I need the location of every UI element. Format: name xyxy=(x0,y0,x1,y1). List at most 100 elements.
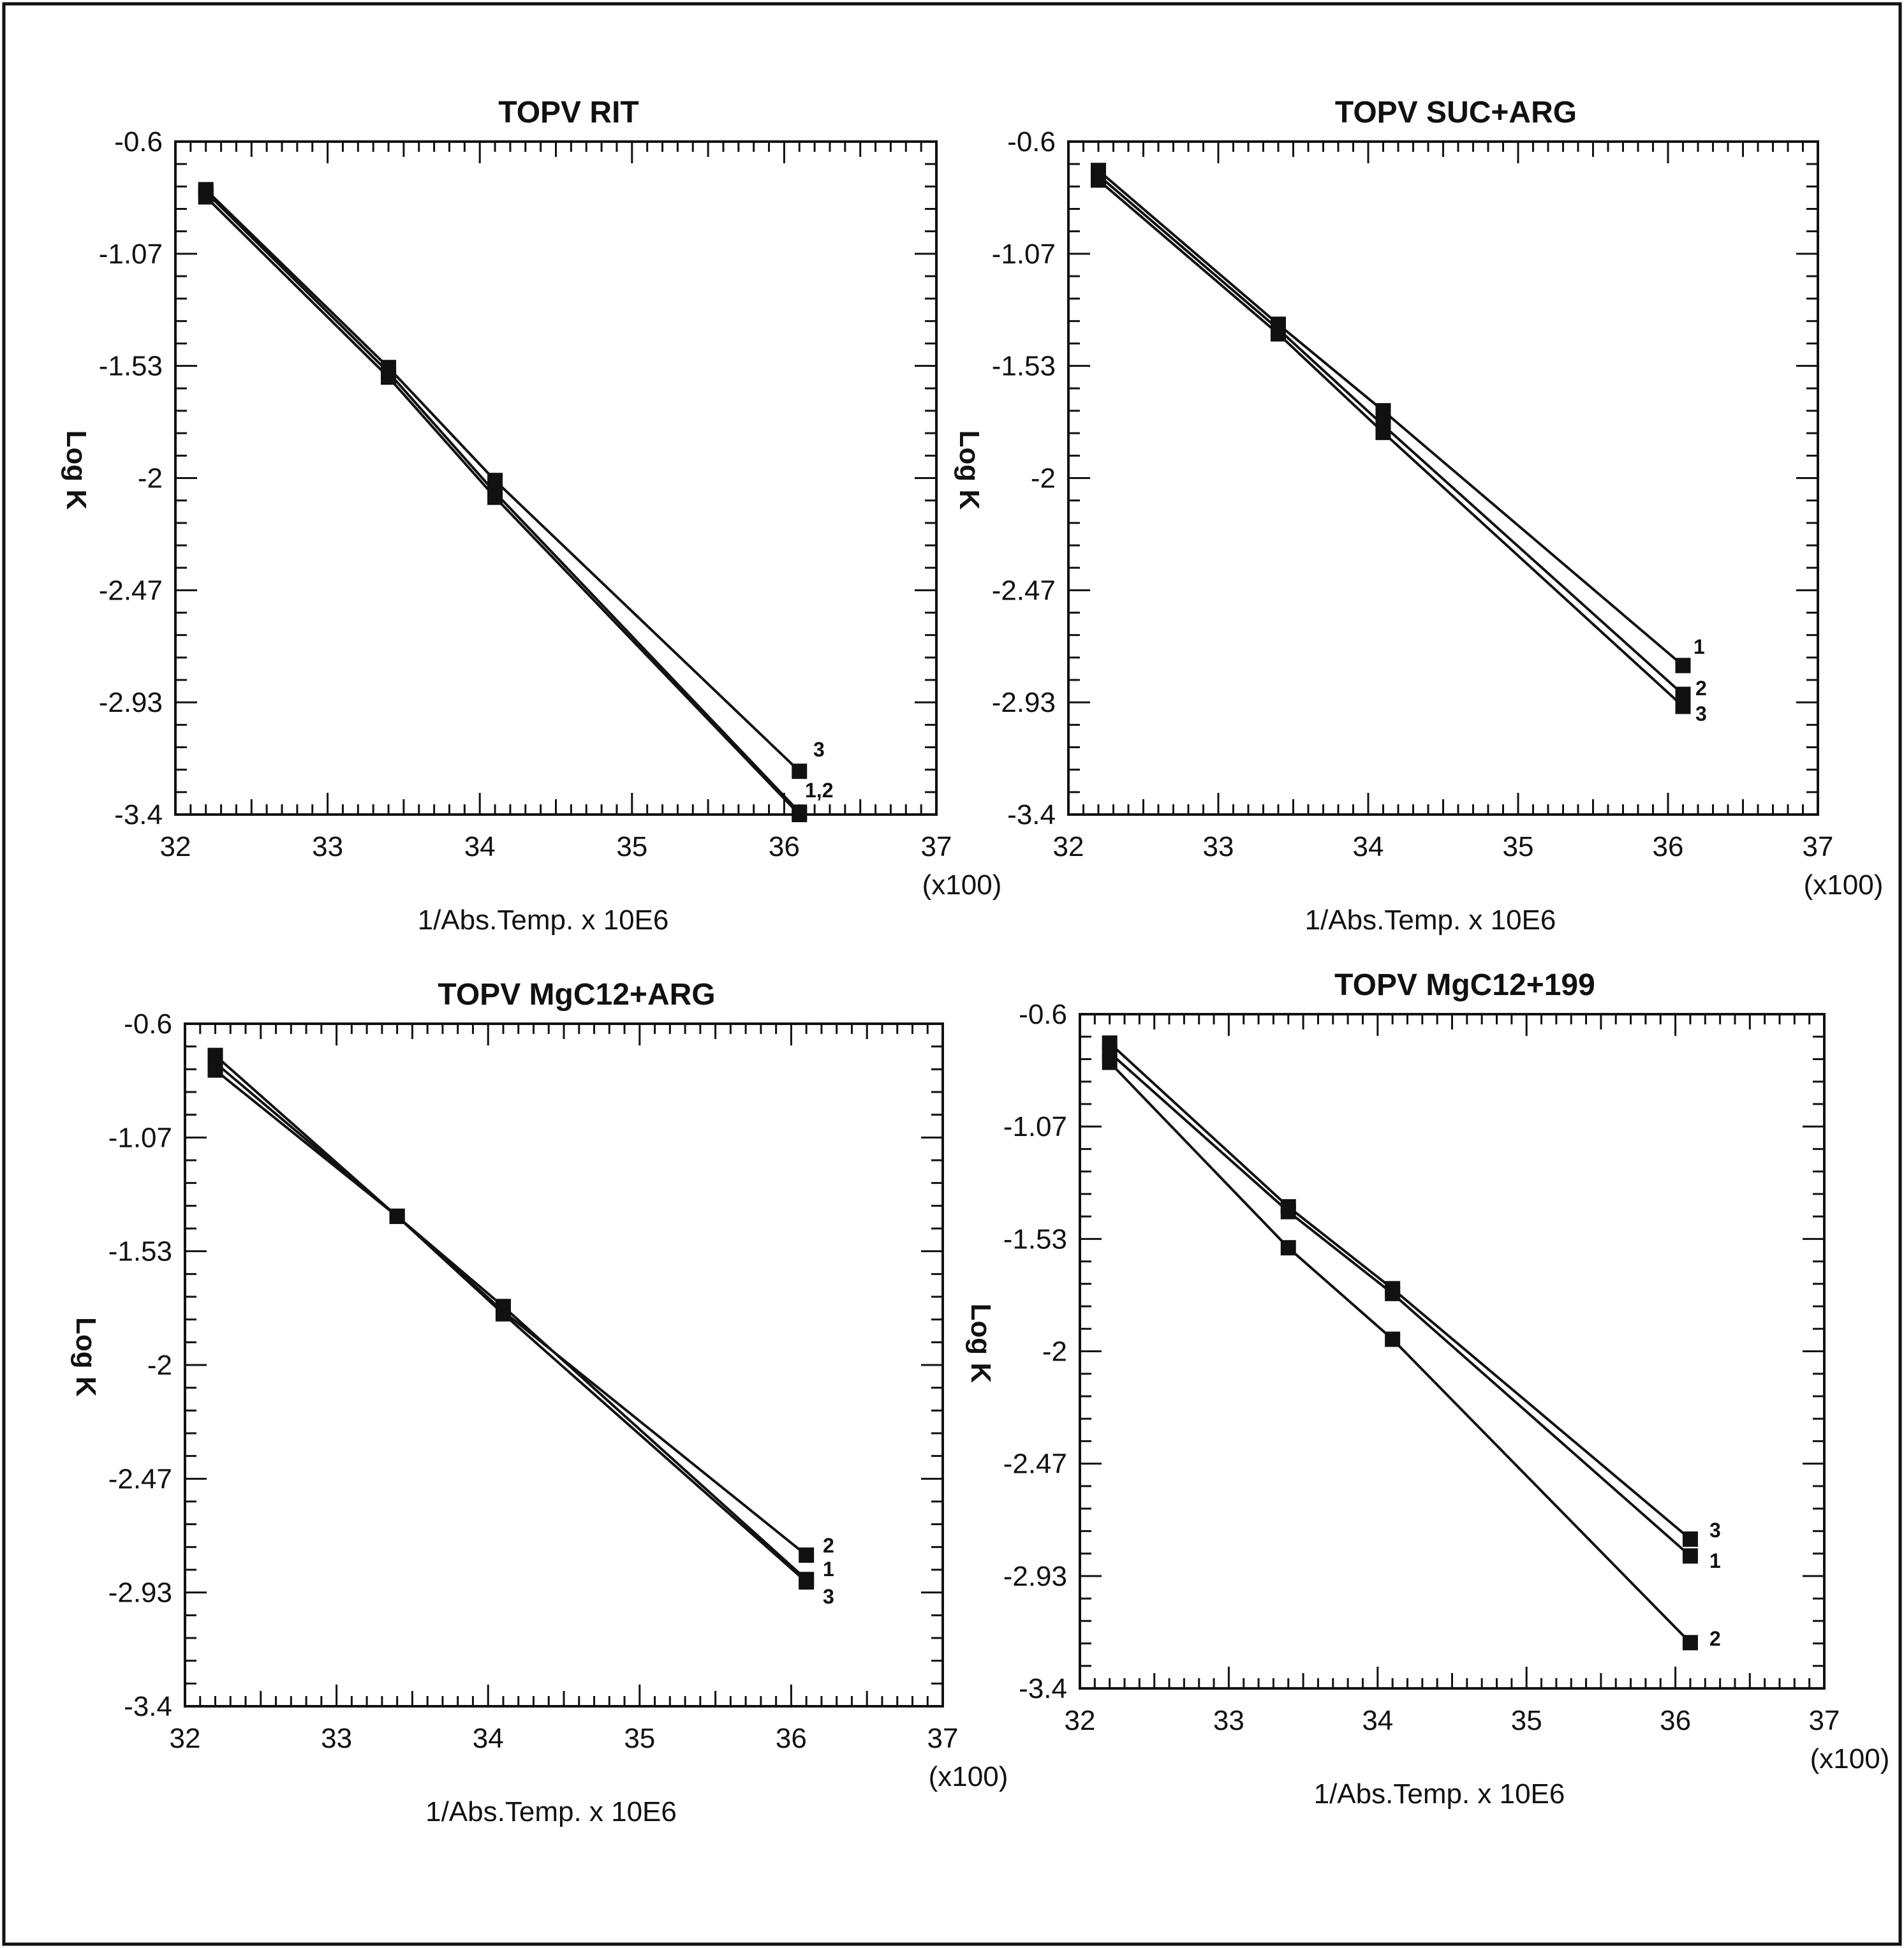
series-line-1 xyxy=(205,196,801,816)
data-point-series-3 xyxy=(198,182,214,198)
y-tick-label: -0.6 xyxy=(1007,126,1056,158)
plot-frame xyxy=(1079,1013,1826,1690)
data-point-series-3 xyxy=(1375,424,1391,440)
y-tick-label: -1.07 xyxy=(1003,1111,1067,1142)
x-tick-label: 35 xyxy=(1511,1705,1542,1736)
x-tick-label: 35 xyxy=(624,1723,655,1754)
x-tick-label: 32 xyxy=(1053,831,1084,862)
x-tick-label: 33 xyxy=(1213,1705,1244,1736)
plot-frame xyxy=(174,140,938,816)
chart-panel-topv-mgc12-arg: TOPV MgC12+ARG 1/Abs.Temp. x 10E6 (x100)… xyxy=(70,978,1008,1827)
y-tick-label: -1.53 xyxy=(992,351,1056,382)
x-tick-label: 33 xyxy=(1203,831,1234,862)
x-tick-label: 35 xyxy=(616,831,647,862)
x-axis-multiplier: (x100) xyxy=(1810,1743,1890,1775)
chart-title: TOPV MgC12+199 xyxy=(1334,968,1595,1002)
data-point-series-3 xyxy=(799,1574,815,1590)
x-tick-label: 35 xyxy=(1503,831,1534,862)
y-tick-label: -3.4 xyxy=(114,799,163,830)
series-line-1 xyxy=(214,1054,808,1581)
x-axis-label: 1/Abs.Temp. x 10E6 xyxy=(418,904,669,936)
y-tick-label: -1.53 xyxy=(108,1236,172,1267)
chart-panel-topv-suc-arg: TOPV SUC+ARG 1/Abs.Temp. x 10E6 (x100) L… xyxy=(954,96,1883,936)
y-tick-label: -2.47 xyxy=(992,575,1056,606)
y-tick-label: -1.07 xyxy=(99,239,163,270)
data-point-series-3 xyxy=(1102,1035,1118,1051)
x-axis-label: 1/Abs.Temp. x 10E6 xyxy=(425,1796,677,1827)
data-point-series-2 xyxy=(1682,1635,1698,1651)
data-point-series-3 xyxy=(1682,1531,1698,1547)
x-tick-label: 36 xyxy=(776,1723,807,1754)
data-point-series-2 xyxy=(1385,1331,1401,1347)
y-tick-label: -2.47 xyxy=(1003,1449,1067,1480)
data-point-series-3 xyxy=(381,360,397,376)
y-tick-label: -0.6 xyxy=(114,126,163,158)
chart-title: TOPV RIT xyxy=(498,96,638,129)
x-axis-multiplier: (x100) xyxy=(922,869,1002,901)
y-tick-label: -2.93 xyxy=(99,687,163,718)
y-tick-label: -0.6 xyxy=(1019,999,1067,1030)
data-point-series-3 xyxy=(1385,1281,1401,1297)
y-tick-label: -2 xyxy=(147,1350,172,1381)
y-tick-label: -3.4 xyxy=(124,1691,172,1722)
x-tick-label: 37 xyxy=(1809,1705,1840,1736)
x-axis-multiplier: (x100) xyxy=(929,1761,1008,1792)
series-line-1 xyxy=(1097,169,1684,667)
x-tick-label: 32 xyxy=(160,831,191,862)
x-tick-label: 36 xyxy=(1653,831,1684,862)
series-end-label: 3 xyxy=(823,1585,834,1608)
y-tick-label: -2.93 xyxy=(108,1577,172,1609)
chart-title: TOPV MgC12+ARG xyxy=(438,978,715,1012)
x-tick-label: 34 xyxy=(473,1723,504,1754)
series-end-label: 1 xyxy=(1694,635,1705,658)
y-axis-label: Log K xyxy=(954,431,985,510)
y-tick-label: -2.47 xyxy=(108,1463,172,1494)
data-point-series-2 xyxy=(799,1547,815,1563)
series-line-1 xyxy=(1109,1051,1692,1557)
x-tick-label: 37 xyxy=(927,1723,959,1754)
x-tick-label: 32 xyxy=(1065,1705,1096,1736)
y-tick-label: -1.53 xyxy=(1003,1223,1067,1255)
chart-panel-topv-rit: TOPV RIT 1/Abs.Temp. x 10E6 (x100) Log K… xyxy=(61,96,1001,936)
data-point-series-1 xyxy=(1682,1548,1698,1564)
series-end-label: 1 xyxy=(1709,1549,1721,1572)
y-tick-label: -3.4 xyxy=(1019,1673,1067,1704)
x-tick-label: 33 xyxy=(321,1723,352,1754)
y-tick-label: -2.93 xyxy=(1003,1561,1067,1592)
series-end-label: 3 xyxy=(813,738,825,761)
y-tick-label: -3.4 xyxy=(1007,799,1056,830)
x-axis-label: 1/Abs.Temp. x 10E6 xyxy=(1305,904,1556,936)
data-point-series-3 xyxy=(207,1062,223,1078)
x-tick-label: 34 xyxy=(1362,1705,1393,1736)
x-tick-label: 37 xyxy=(921,831,952,862)
data-point-series-3 xyxy=(487,473,503,489)
data-point-series-3 xyxy=(495,1306,511,1322)
y-axis-label: Log K xyxy=(70,1317,101,1397)
y-tick-label: -1.07 xyxy=(108,1122,172,1153)
data-point-series-3 xyxy=(1675,698,1691,714)
x-tick-label: 34 xyxy=(1353,831,1384,862)
y-tick-label: -2.93 xyxy=(992,687,1056,718)
data-point-series-2 xyxy=(1102,1054,1118,1070)
x-tick-label: 36 xyxy=(1660,1705,1691,1736)
data-point-series-2 xyxy=(792,804,808,820)
series-end-label: 2 xyxy=(1695,677,1707,700)
series-end-label: 1,2 xyxy=(805,779,833,802)
y-tick-label: -2 xyxy=(138,463,163,494)
series-line-2 xyxy=(1109,1061,1692,1644)
data-point-series-3 xyxy=(1280,1199,1296,1214)
y-axis-label: Log K xyxy=(965,1304,996,1384)
series-end-label: 1 xyxy=(823,1558,834,1581)
data-point-series-2 xyxy=(1280,1240,1296,1256)
series-line-2 xyxy=(1097,174,1684,696)
series-end-label: 2 xyxy=(1709,1627,1721,1650)
chart-panel-topv-mgc12-199: TOPV MgC12+199 1/Abs.Temp. x 10E6 (x100)… xyxy=(965,968,1889,1810)
series-line-3 xyxy=(214,1069,808,1583)
data-point-series-1 xyxy=(1675,658,1691,674)
series-end-label: 3 xyxy=(1695,702,1707,725)
series-end-label: 3 xyxy=(1709,1519,1721,1542)
series-line-2 xyxy=(205,191,801,813)
series-end-label: 2 xyxy=(823,1534,834,1557)
